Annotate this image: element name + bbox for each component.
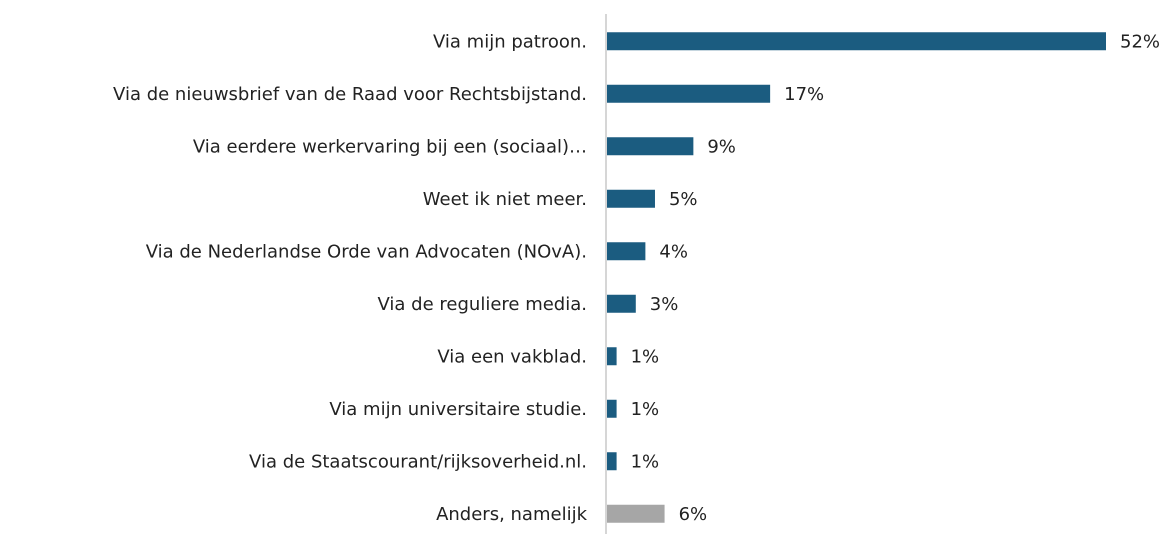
category-label: Weet ik niet meer.	[423, 189, 587, 210]
value-label: 17%	[784, 84, 824, 105]
bar	[607, 294, 636, 313]
category-label: Via de Nederlandse Orde van Advocaten (N…	[146, 241, 587, 262]
category-label: Via eerdere werkervaring bij een (sociaa…	[193, 136, 587, 157]
value-label: 52%	[1120, 31, 1160, 52]
value-label: 1%	[631, 399, 660, 420]
bar	[607, 32, 1106, 51]
category-label: Anders, namelijk	[436, 504, 587, 525]
bar	[607, 347, 617, 366]
category-label: Via mijn patroon.	[433, 31, 587, 52]
bar	[607, 504, 665, 523]
category-label: Via een vakblad.	[437, 346, 587, 367]
value-label: 9%	[707, 136, 736, 157]
value-label: 3%	[650, 294, 679, 315]
value-label: 1%	[631, 346, 660, 367]
category-label: Via de reguliere media.	[378, 294, 587, 315]
category-label: Via de nieuwsbrief van de Raad voor Rech…	[113, 84, 587, 105]
value-label: 6%	[679, 504, 708, 525]
bar	[607, 137, 694, 156]
bar	[607, 189, 655, 208]
bar	[607, 452, 617, 471]
category-label: Via mijn universitaire studie.	[329, 399, 587, 420]
bar	[607, 242, 646, 261]
value-label: 1%	[631, 451, 660, 472]
bar	[607, 399, 617, 418]
bar	[607, 84, 771, 103]
category-label: Via de Staatscourant/rijksoverheid.nl.	[249, 451, 587, 472]
value-label: 5%	[669, 189, 698, 210]
value-label: 4%	[659, 241, 688, 262]
